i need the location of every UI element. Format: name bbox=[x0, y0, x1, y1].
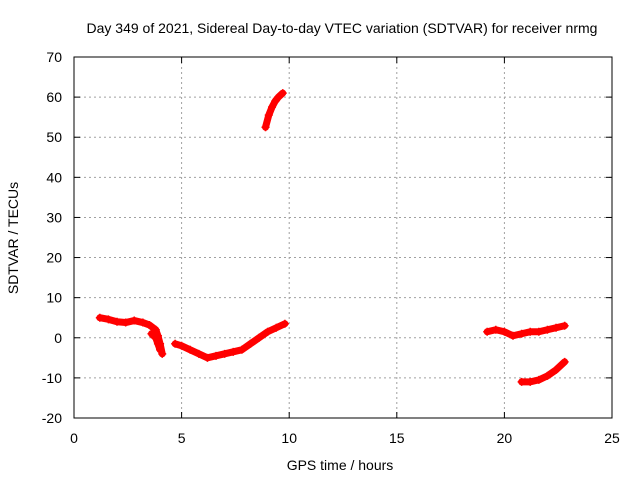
y-tick-label: 30 bbox=[46, 209, 62, 225]
data-point bbox=[526, 377, 535, 386]
data-point bbox=[186, 345, 195, 354]
x-tick-label: 20 bbox=[497, 430, 513, 446]
data-point bbox=[552, 365, 561, 374]
data-point bbox=[177, 341, 186, 350]
data-point bbox=[280, 319, 289, 328]
data-point bbox=[151, 325, 160, 334]
data-point bbox=[246, 339, 255, 348]
data-point bbox=[113, 317, 122, 326]
data-point bbox=[95, 313, 104, 322]
data-point bbox=[483, 327, 492, 336]
y-tick-label: 10 bbox=[46, 290, 62, 306]
data-point bbox=[229, 347, 238, 356]
data-point bbox=[560, 321, 569, 330]
series-band bbox=[171, 320, 289, 362]
data-point bbox=[543, 325, 552, 334]
y-axis-label: SDTVAR / TECUs bbox=[5, 182, 21, 294]
data-point bbox=[203, 353, 212, 362]
y-tick-label: -10 bbox=[42, 370, 62, 386]
data-point bbox=[138, 318, 147, 327]
data-point bbox=[263, 327, 272, 336]
x-tick-label: 5 bbox=[178, 430, 186, 446]
data-point bbox=[271, 97, 280, 106]
data-point bbox=[130, 316, 139, 325]
y-axis-ticks: -20 -10 0 10 20 30 40 50 60 70 bbox=[42, 49, 612, 426]
series-band bbox=[483, 322, 569, 340]
data-point bbox=[194, 349, 203, 358]
data-point bbox=[104, 315, 113, 324]
data-point bbox=[237, 345, 246, 354]
data-point bbox=[267, 103, 276, 112]
y-tick-label: 0 bbox=[54, 330, 62, 346]
y-tick-label: 60 bbox=[46, 89, 62, 105]
data-point bbox=[153, 339, 162, 348]
x-tick-label: 10 bbox=[281, 430, 297, 446]
data-point bbox=[517, 329, 526, 338]
data-point bbox=[500, 327, 509, 336]
x-tick-label: 15 bbox=[389, 430, 405, 446]
data-point bbox=[212, 351, 221, 360]
data-point bbox=[171, 339, 180, 348]
series-arc-5 bbox=[517, 357, 569, 386]
y-tick-label: -20 bbox=[42, 410, 62, 426]
data-point bbox=[534, 375, 543, 384]
data-point bbox=[272, 323, 281, 332]
x-axis-ticks: 0 5 10 15 20 25 bbox=[70, 57, 620, 446]
data-point bbox=[145, 320, 154, 329]
x-axis-label: GPS time / hours bbox=[287, 457, 394, 473]
data-point bbox=[156, 345, 165, 354]
data-point bbox=[517, 377, 526, 386]
series-arc-3 bbox=[261, 89, 287, 132]
data-points bbox=[95, 89, 569, 386]
data-point bbox=[274, 93, 283, 102]
y-tick-label: 40 bbox=[46, 169, 62, 185]
x-tick-label: 0 bbox=[70, 430, 78, 446]
series-band bbox=[518, 358, 569, 386]
series-band bbox=[147, 330, 164, 354]
y-tick-label: 50 bbox=[46, 129, 62, 145]
data-point bbox=[255, 333, 264, 342]
data-point bbox=[151, 333, 160, 342]
y-tick-label: 20 bbox=[46, 250, 62, 266]
data-point bbox=[509, 331, 518, 340]
series-band bbox=[262, 89, 287, 131]
data-point bbox=[121, 318, 130, 327]
data-point bbox=[147, 329, 156, 338]
data-point bbox=[552, 323, 561, 332]
data-point bbox=[278, 89, 287, 98]
y-tick-label: 70 bbox=[46, 49, 62, 65]
x-tick-label: 25 bbox=[604, 430, 620, 446]
data-point bbox=[264, 111, 273, 120]
data-point bbox=[534, 327, 543, 336]
series-arc-2 bbox=[171, 319, 289, 362]
data-point bbox=[491, 325, 500, 334]
grid-lines bbox=[74, 57, 612, 418]
series-arc-4 bbox=[483, 321, 569, 340]
data-point bbox=[526, 327, 535, 336]
chart-title: Day 349 of 2021, Sidereal Day-to-day VTE… bbox=[87, 20, 598, 36]
data-point bbox=[261, 123, 270, 132]
data-point bbox=[543, 371, 552, 380]
data-point bbox=[560, 357, 569, 366]
plot-frame bbox=[73, 56, 613, 419]
data-point bbox=[220, 349, 229, 358]
series-arc-1b bbox=[147, 329, 165, 354]
